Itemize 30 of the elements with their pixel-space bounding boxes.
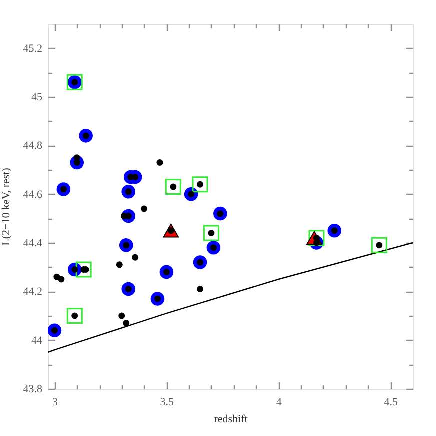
y-tick-label: 44.6 [23,188,43,201]
y-axis-title: L(2−10 keV, rest) [0,168,12,246]
point [66,308,83,324]
point [116,262,123,268]
y-tick-label: 45 [32,92,43,104]
point [192,176,208,193]
point [197,286,204,292]
x-tick-label: 3 [52,396,58,408]
point [118,312,126,320]
x-axis-title: redshift [214,414,248,426]
y-tick-label: 45.2 [23,42,42,55]
point [123,320,130,327]
x-tick-label: 3.5 [160,396,175,408]
point [371,237,388,254]
point [156,159,164,166]
point [141,206,148,212]
y-tick-label: 44.8 [23,140,43,152]
x-tick-label: 4.5 [384,396,398,408]
y-tick-label: 44.2 [23,286,42,298]
point [132,254,139,261]
point [58,276,65,283]
y-tick-label: 44.4 [23,238,43,250]
line-series [48,242,413,354]
point [203,225,220,242]
point [76,262,92,278]
y-tick-label: 43.8 [23,384,43,396]
point [165,179,182,196]
y-tick-label: 44 [32,334,43,347]
point [308,230,325,246]
x-tick-label: 4 [276,396,282,408]
